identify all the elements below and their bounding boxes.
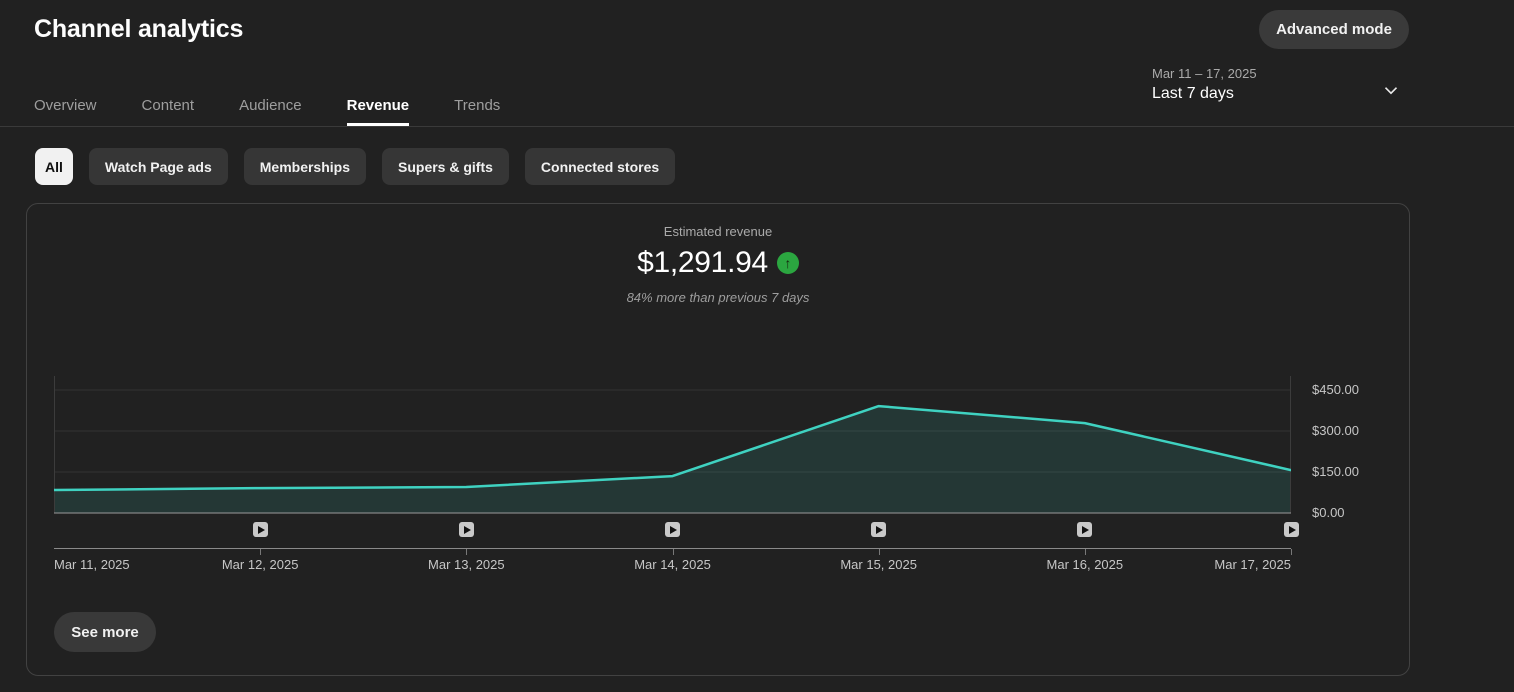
filter-chip-row: All Watch Page ads Memberships Supers & … [35, 148, 676, 185]
chevron-down-icon [1380, 79, 1402, 106]
x-axis-tick [466, 549, 468, 555]
video-play-marker-icon[interactable] [458, 522, 474, 537]
filter-chip-memberships[interactable]: Memberships [243, 148, 366, 185]
x-axis-tick [1291, 549, 1292, 555]
analytics-tabs: Overview Content Audience Revenue Trends [34, 84, 500, 126]
chart-region: $0.00 $150.00 $300.00 $450.00 Mar 11, 2025 Ma… [27, 371, 1411, 577]
y-axis-label: $0.00 [1312, 505, 1345, 520]
tabbar-divider [0, 126, 1514, 127]
revenue-chart-card: Estimated revenue $1,291.94 ↑ 84% more t… [26, 203, 1410, 676]
chart-plot[interactable] [54, 371, 1291, 516]
metric-label: Estimated revenue [663, 224, 773, 239]
metric-value: $1,291.94 [637, 246, 768, 279]
tab-revenue[interactable]: Revenue [346, 84, 409, 126]
tab-content[interactable]: Content [141, 96, 195, 114]
date-preset-text: Last 7 days [1152, 85, 1234, 102]
filter-chip-supers-gifts[interactable]: Supers & gifts [382, 148, 509, 185]
arrow-up-circle-icon: ↑ [776, 252, 799, 274]
tab-audience[interactable]: Audience [239, 96, 302, 114]
x-axis-line [54, 548, 1291, 549]
video-play-marker-icon[interactable] [252, 522, 268, 537]
advanced-mode-button[interactable]: Advanced mode [1259, 10, 1409, 49]
filter-chip-all[interactable]: All [35, 148, 73, 185]
see-more-button[interactable]: See more [54, 612, 156, 652]
date-range-picker[interactable]: Mar 11 – 17, 2025 Last 7 days [1152, 66, 1410, 118]
y-axis-label: $450.00 [1312, 382, 1359, 397]
video-play-marker-icon[interactable] [1077, 522, 1093, 537]
filter-chip-watch-page-ads[interactable]: Watch Page ads [88, 148, 228, 185]
x-axis-label: Mar 16, 2025 [1046, 557, 1124, 572]
x-axis-label: Mar 15, 2025 [840, 557, 917, 572]
tab-trends[interactable]: Trends [454, 96, 501, 114]
x-axis-label: Mar 13, 2025 [428, 557, 505, 572]
metric-summary: Estimated revenue $1,291.94 ↑ 84% more t… [27, 204, 1409, 305]
x-axis-label: Mar 11, 2025 [54, 557, 130, 572]
filter-chip-connected-stores[interactable]: Connected stores [524, 148, 676, 185]
tab-overview[interactable]: Overview [34, 96, 97, 114]
date-range-text: Mar 11 – 17, 2025 [1152, 66, 1257, 81]
x-axis-label: Mar 17, 2025 [1214, 557, 1291, 572]
video-play-marker-icon[interactable] [665, 522, 680, 537]
x-axis-label: Mar 14, 2025 [634, 557, 711, 572]
x-axis-tick [672, 549, 674, 555]
page-title: Channel analytics [34, 15, 244, 43]
x-axis-tick [878, 549, 880, 555]
y-axis-label: $300.00 [1312, 423, 1359, 438]
metric-comparison: 84% more than previous 7 days [626, 290, 810, 305]
video-play-marker-icon[interactable] [1283, 522, 1299, 537]
x-axis-tick [260, 549, 262, 555]
y-axis-label: $150.00 [1312, 464, 1359, 479]
x-axis-label: Mar 12, 2025 [221, 557, 299, 572]
video-play-marker-icon[interactable] [871, 522, 887, 537]
x-axis-tick [1084, 549, 1086, 555]
